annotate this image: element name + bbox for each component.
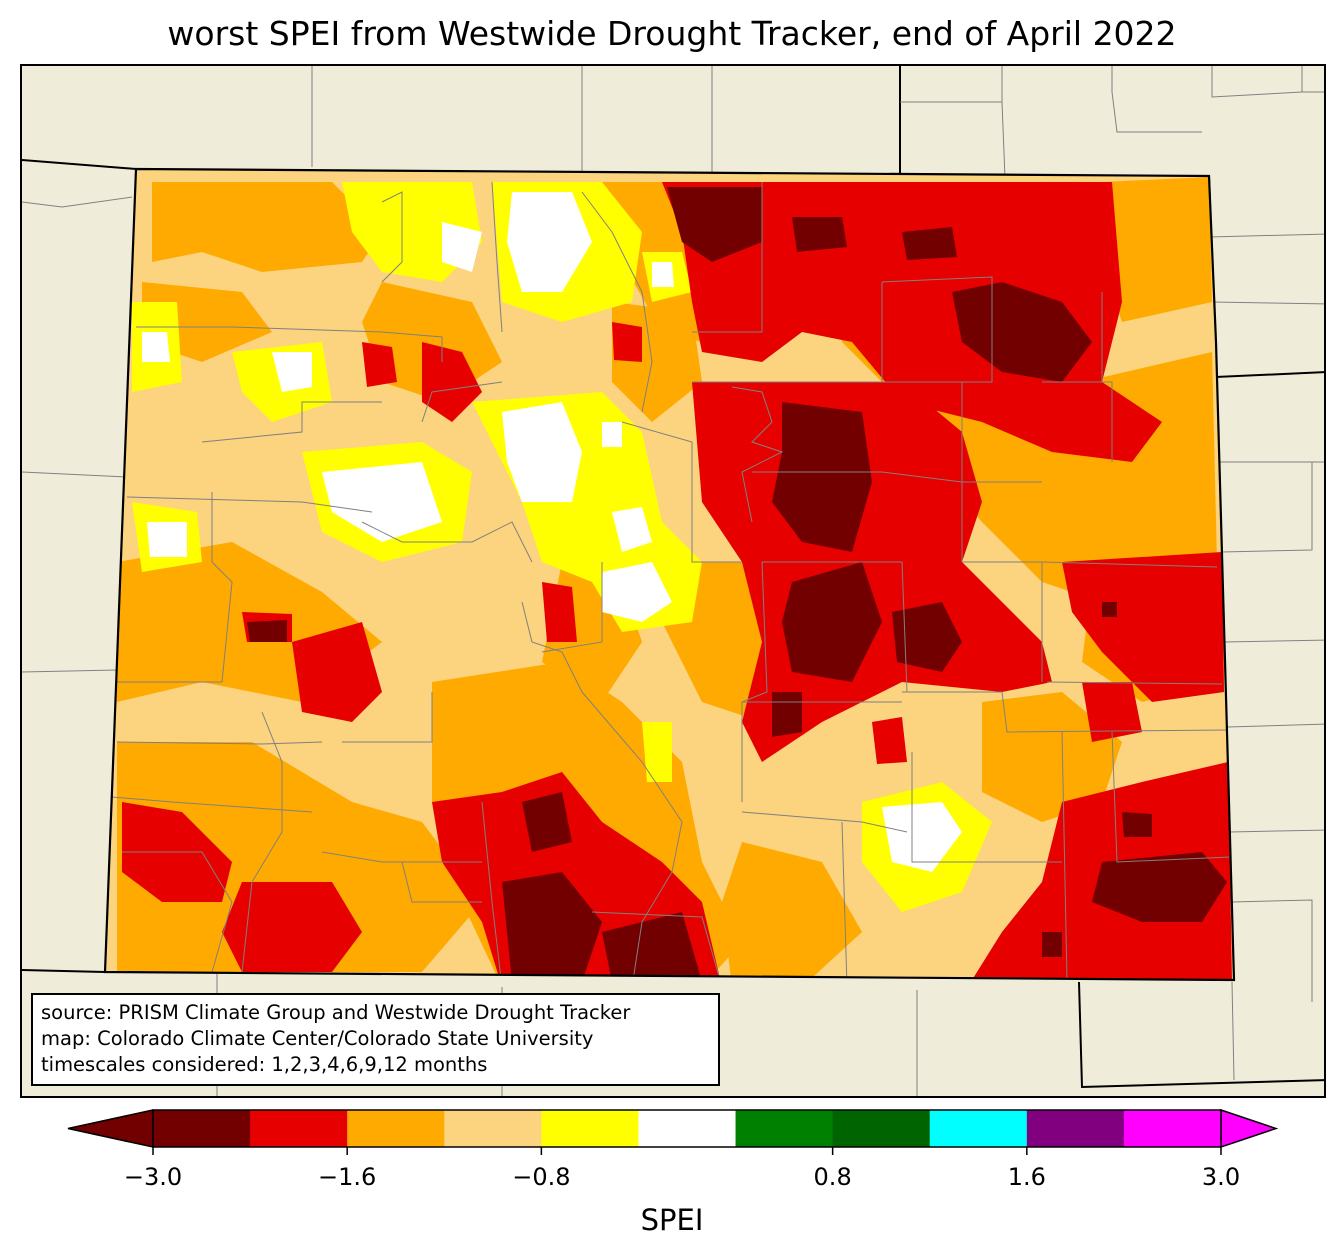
colorbar-bin xyxy=(735,1110,834,1147)
colorbar-tick-label: 1.6 xyxy=(1007,1163,1046,1191)
colorbar-tick-label: −3.0 xyxy=(123,1163,183,1191)
colorbar-bin xyxy=(1026,1110,1125,1147)
spei-colorbar xyxy=(67,1108,1279,1155)
map-credit-line: map: Colorado Climate Center/Colorado St… xyxy=(41,1027,594,1050)
source-line: source: PRISM Climate Group and Westwide… xyxy=(41,1001,631,1024)
colorado-border xyxy=(103,167,1236,982)
colorbar-tick-label: 0.8 xyxy=(813,1163,852,1191)
colorbar-bin xyxy=(1123,1110,1222,1147)
colorbar-tick-label: 3.0 xyxy=(1201,1163,1241,1191)
colorbar-bin xyxy=(347,1110,445,1147)
colorbar-bin xyxy=(638,1110,737,1147)
timescales-line: timescales considered: 1,2,3,4,6,9,12 mo… xyxy=(41,1053,488,1076)
colorbar-bin xyxy=(832,1110,931,1147)
colorbar-extend-high xyxy=(1220,1108,1279,1149)
colorbar-label: SPEI xyxy=(640,1203,704,1237)
spei-field xyxy=(105,169,1234,980)
colorbar-extend-low xyxy=(67,1109,154,1148)
colorbar-bin xyxy=(541,1110,639,1147)
source-annotation: source: PRISM Climate Group and Westwide… xyxy=(31,993,720,1086)
colorbar-outline xyxy=(152,1109,1222,1148)
colorbar-bin xyxy=(929,1110,1028,1147)
colorbar-bin xyxy=(250,1110,348,1147)
map-panel xyxy=(20,64,1326,1098)
colorbar-tick-label: −1.6 xyxy=(318,1163,377,1191)
colorado-spei-map xyxy=(22,66,1324,1096)
colorbar-bin xyxy=(444,1110,542,1147)
map-title: worst SPEI from Westwide Drought Tracker… xyxy=(167,14,1177,53)
colorbar-tick-label: −0.8 xyxy=(512,1163,571,1191)
colorbar-bin xyxy=(153,1110,251,1147)
